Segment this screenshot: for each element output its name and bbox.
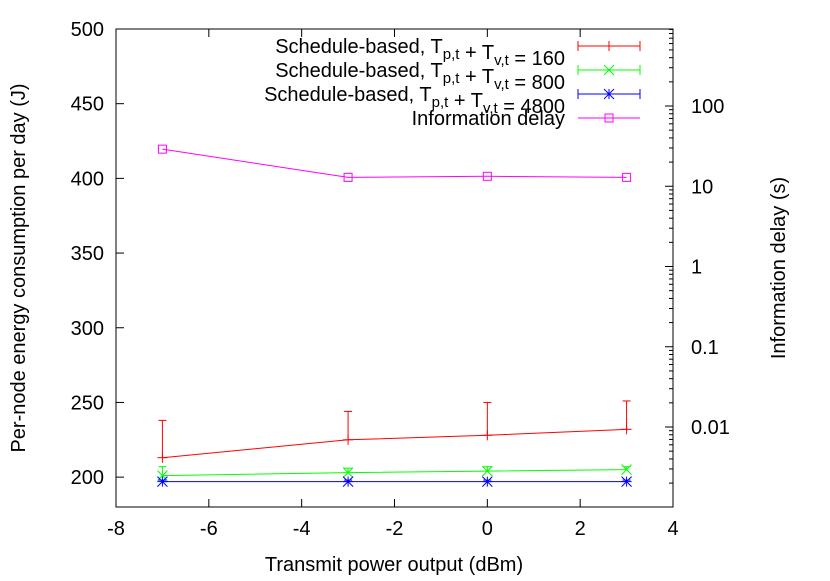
data-point	[343, 172, 353, 182]
y2-tick-label: 0.1	[691, 337, 719, 359]
data-point	[482, 171, 492, 181]
x-tick-label: 0	[482, 518, 493, 540]
data-point	[342, 467, 354, 478]
y2-tick-label: 10	[691, 176, 713, 198]
data-point	[157, 452, 168, 463]
legend-marker	[603, 64, 615, 76]
data-point	[343, 434, 354, 445]
y2-tick-label: 0.01	[691, 417, 730, 439]
y-tick-label: 200	[71, 467, 104, 489]
legend-marker	[604, 41, 614, 51]
x-tick-label: 2	[575, 518, 586, 540]
y2-tick-label: 100	[691, 96, 724, 118]
x-axis-label: Transmit power output (dBm)	[265, 554, 523, 576]
legend-label: Information delay	[412, 108, 565, 130]
series-line-3	[162, 148, 627, 178]
legend-marker	[604, 113, 614, 123]
data-point	[621, 476, 632, 487]
y-tick-label: 350	[71, 243, 104, 265]
y-tick-label: 400	[71, 168, 104, 190]
legend-marker	[603, 88, 615, 100]
y-tick-label: 250	[71, 392, 104, 414]
data-point	[157, 144, 167, 154]
data-point	[621, 424, 632, 435]
y2-tick-label: 1	[691, 257, 702, 279]
data-point	[481, 476, 493, 487]
data-point	[342, 476, 354, 487]
y-tick-label: 500	[71, 19, 104, 41]
y-tick-label: 450	[71, 94, 104, 116]
data-point	[157, 476, 168, 487]
x-tick-label: -2	[386, 518, 404, 540]
data-point	[482, 430, 493, 441]
legend-label: Schedule-based, Tp,t + Tv,t = 4800	[264, 84, 565, 118]
data-point	[622, 172, 632, 182]
x-tick-label: -4	[293, 518, 311, 540]
series-line-0	[162, 428, 627, 459]
x-tick-label: -6	[200, 518, 218, 540]
data-point	[481, 465, 493, 477]
legend-label: Schedule-based, Tp,t + Tv,t = 800	[275, 60, 565, 94]
x-tick-label: -8	[107, 518, 125, 540]
x-tick-label: 4	[667, 518, 678, 540]
data-point	[621, 464, 632, 476]
series-line-1	[162, 469, 627, 477]
y-tick-label: 300	[71, 318, 104, 340]
y-axis-label: Per-node energy consumption per day (J)	[8, 83, 30, 452]
y2-axis-label: Information delay (s)	[768, 177, 790, 359]
legend-label: Schedule-based, Tp,t + Tv,t = 160	[275, 36, 565, 70]
